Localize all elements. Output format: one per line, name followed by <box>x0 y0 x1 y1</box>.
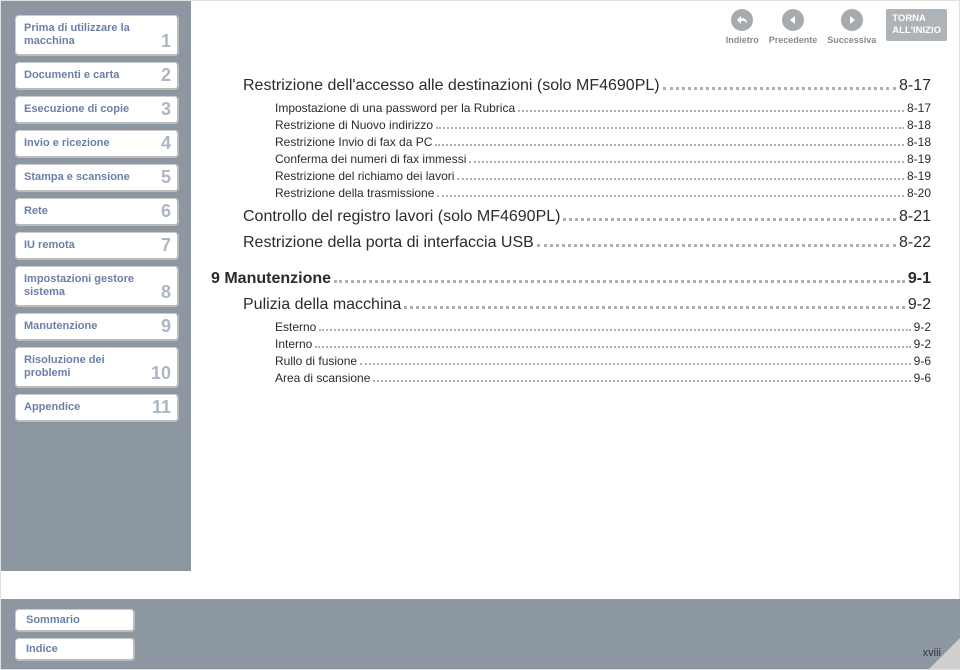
nav-next[interactable]: Successiva <box>827 9 876 45</box>
sidebar-item-11[interactable]: Appendice11 <box>15 394 179 422</box>
sidebar-item-4[interactable]: Invio e ricezione4 <box>15 130 179 158</box>
sidebar-item-8[interactable]: Impostazioni gestore sistema8 <box>15 266 179 307</box>
topnav: Indietro Precedente Successiva TORNA ALL… <box>726 9 947 45</box>
nav-prev[interactable]: Precedente <box>769 9 818 45</box>
sidebar-item-label: Rete <box>24 205 169 218</box>
sidebar-item-num: 5 <box>161 167 171 188</box>
sidebar-item-num: 8 <box>161 282 171 303</box>
nav-prev-label: Precedente <box>769 35 818 45</box>
sidebar-item-3[interactable]: Esecuzione di copie3 <box>15 96 179 124</box>
footer-indice[interactable]: Indice <box>15 638 135 661</box>
toc-subheading[interactable]: Pulizia della macchina9-2 <box>211 296 931 314</box>
toc-heading[interactable]: Controllo del registro lavori (solo MF46… <box>211 208 931 226</box>
sidebar-item-label: Invio e ricezione <box>24 137 169 150</box>
sidebar-item-num: 1 <box>161 31 171 52</box>
sidebar-item-num: 4 <box>161 133 171 154</box>
sidebar-item-label: Esecuzione di copie <box>24 103 169 116</box>
nav-top[interactable]: TORNA ALL'INIZIO <box>886 9 947 41</box>
sidebar-item-num: 2 <box>161 65 171 86</box>
toc-heading[interactable]: Restrizione dell'accesso alle destinazio… <box>211 77 931 95</box>
toc-row[interactable]: Impostazione di una password per la Rubr… <box>211 101 931 115</box>
toc-content: Restrizione dell'accesso alle destinazio… <box>211 69 931 388</box>
sidebar-item-1[interactable]: Prima di utilizzare la macchina1 <box>15 15 179 56</box>
back-icon <box>731 9 753 31</box>
sidebar-item-label: Impostazioni gestore sistema <box>24 273 169 299</box>
nav-top-l1: TORNA <box>892 13 926 24</box>
footer: Sommario Indice xviii <box>1 599 960 669</box>
toc-row[interactable]: Restrizione di Nuovo indirizzo8-18 <box>211 118 931 132</box>
toc-row[interactable]: Restrizione del richiamo dei lavori8-19 <box>211 169 931 183</box>
sidebar-item-num: 9 <box>161 316 171 337</box>
toc-row[interactable]: Restrizione della trasmissione8-20 <box>211 186 931 200</box>
nav-next-label: Successiva <box>827 35 876 45</box>
toc-row[interactable]: Rullo di fusione9-6 <box>211 354 931 368</box>
nav-back[interactable]: Indietro <box>726 9 759 45</box>
sidebar-item-label: IU remota <box>24 239 169 252</box>
page-curl-icon <box>929 637 960 669</box>
sidebar-item-num: 7 <box>161 235 171 256</box>
sidebar: Prima di utilizzare la macchina1 Documen… <box>1 1 191 571</box>
sidebar-item-label: Documenti e carta <box>24 69 169 82</box>
prev-icon <box>782 9 804 31</box>
sidebar-item-num: 3 <box>161 99 171 120</box>
nav-back-label: Indietro <box>726 35 759 45</box>
toc-row[interactable]: Interno9-2 <box>211 337 931 351</box>
sidebar-item-label: Stampa e scansione <box>24 171 169 184</box>
toc-chapter[interactable]: 9 Manutenzione9-1 <box>211 270 931 288</box>
sidebar-item-label: Risoluzione dei problemi <box>24 354 169 380</box>
sidebar-item-num: 11 <box>152 397 171 418</box>
footer-sommario[interactable]: Sommario <box>15 609 135 632</box>
sidebar-item-7[interactable]: IU remota7 <box>15 232 179 260</box>
nav-top-l2: ALL'INIZIO <box>892 25 941 36</box>
sidebar-item-num: 6 <box>161 201 171 222</box>
toc-row[interactable]: Esterno9-2 <box>211 320 931 334</box>
sidebar-item-5[interactable]: Stampa e scansione5 <box>15 164 179 192</box>
toc-row[interactable]: Restrizione Invio di fax da PC8-18 <box>211 135 931 149</box>
sidebar-item-9[interactable]: Manutenzione9 <box>15 313 179 341</box>
sidebar-item-num: 10 <box>151 363 171 384</box>
toc-heading[interactable]: Restrizione della porta di interfaccia U… <box>211 234 931 252</box>
sidebar-item-2[interactable]: Documenti e carta2 <box>15 62 179 90</box>
sidebar-item-label: Prima di utilizzare la macchina <box>24 22 169 48</box>
toc-row[interactable]: Area di scansione9-6 <box>211 371 931 385</box>
toc-row[interactable]: Conferma dei numeri di fax immessi8-19 <box>211 152 931 166</box>
sidebar-item-10[interactable]: Risoluzione dei problemi10 <box>15 347 179 388</box>
next-icon <box>841 9 863 31</box>
sidebar-item-label: Appendice <box>24 401 169 414</box>
sidebar-item-label: Manutenzione <box>24 320 169 333</box>
sidebar-item-6[interactable]: Rete6 <box>15 198 179 226</box>
